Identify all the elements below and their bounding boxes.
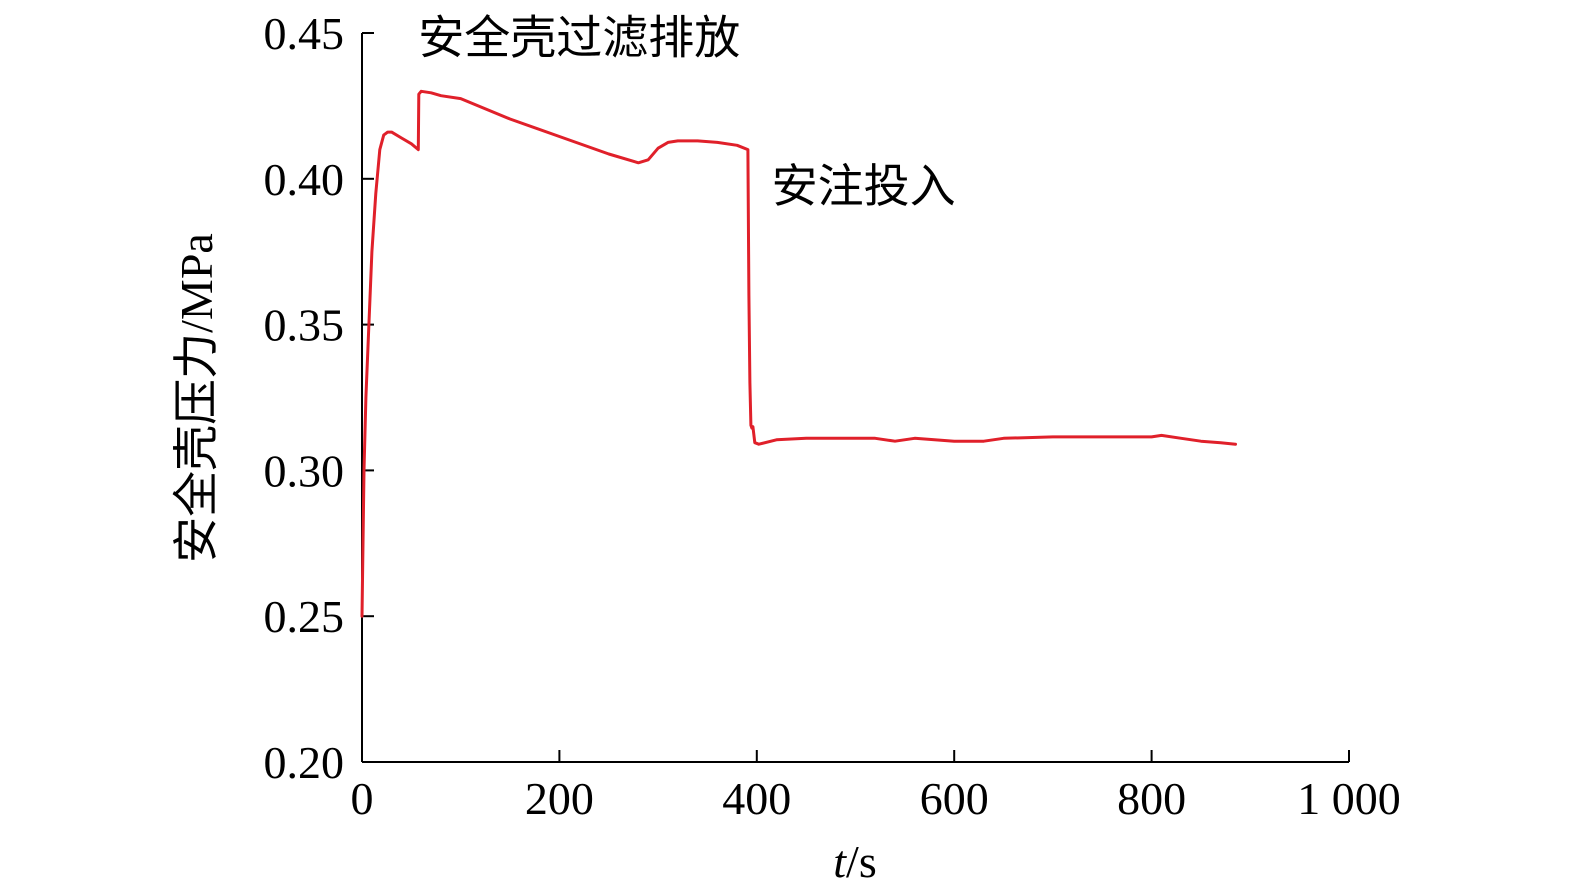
y-tick-label: 0.45 <box>264 8 345 59</box>
y-tick-label: 0.40 <box>264 154 345 205</box>
y-tick-label: 0.35 <box>264 300 345 351</box>
y-tick-label: 0.20 <box>264 737 345 788</box>
axes <box>361 33 1349 763</box>
annotation-label: 安全壳过滤排放 <box>418 10 740 64</box>
x-tick-label: 200 <box>525 773 594 824</box>
x-axis-title-variable: t <box>833 836 847 887</box>
y-axis-title: 安全壳压力/MPa <box>171 233 222 563</box>
x-ticks: 0 200 400 600 800 1 000 <box>351 750 1401 824</box>
x-axis-title: t/s <box>833 836 876 887</box>
y-tick-label: 0.25 <box>264 591 345 642</box>
series-line <box>360 89 1237 618</box>
y-ticks: 0.20 0.25 0.30 0.35 0.40 0.45 <box>264 8 374 788</box>
plot-area <box>360 89 1237 618</box>
x-tick-label: 800 <box>1117 773 1186 824</box>
x-tick-label: 1 000 <box>1297 773 1401 824</box>
x-tick-label: 600 <box>920 773 989 824</box>
x-tick-label: 0 <box>351 773 374 824</box>
y-tick-label: 0.30 <box>264 445 345 496</box>
annotation-label: 安注投入 <box>772 159 956 213</box>
x-axis-title-unit: /s <box>846 836 877 887</box>
x-tick-label: 400 <box>722 773 791 824</box>
